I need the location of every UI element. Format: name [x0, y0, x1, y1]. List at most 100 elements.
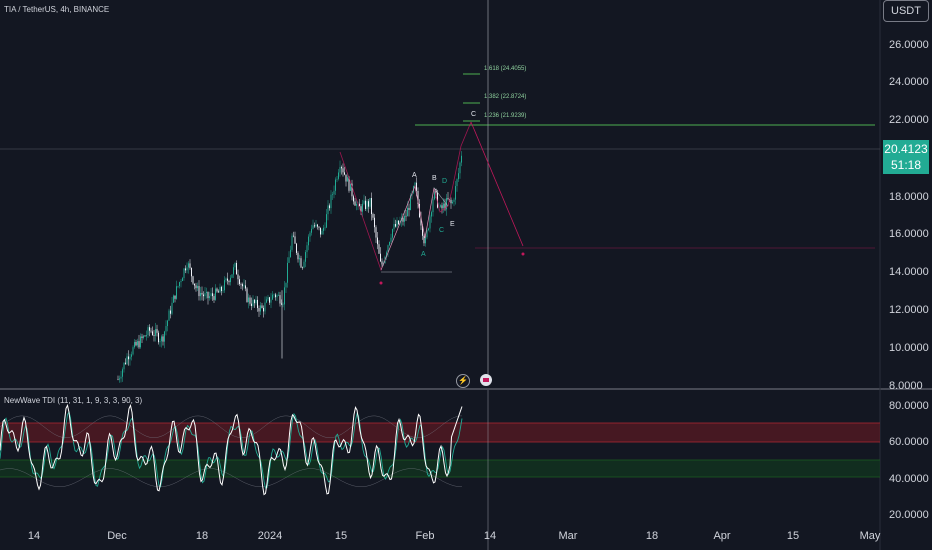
- candle-body: [224, 280, 225, 291]
- candle-body: [324, 227, 326, 229]
- candle-body: [389, 241, 390, 246]
- symbol-title[interactable]: TIA / TetherUS, 4h, BINANCE: [4, 5, 110, 14]
- candle-body: [368, 201, 369, 207]
- candle-body: [294, 236, 296, 244]
- candle-body: [203, 294, 204, 297]
- candle-body: [222, 290, 224, 291]
- candle-body: [321, 230, 323, 235]
- candle-body: [440, 205, 441, 207]
- candle-body: [285, 282, 287, 288]
- candle-body: [408, 207, 410, 211]
- candle-body: [366, 201, 368, 209]
- time-tick: Dec: [107, 530, 127, 542]
- currency-button[interactable]: USDT: [883, 0, 929, 22]
- candle-body: [437, 192, 438, 208]
- candle-body: [242, 284, 243, 287]
- wave-marker: [379, 281, 383, 285]
- indicator-axis[interactable]: 80.0000 60.0000 40.0000 20.0000: [889, 400, 929, 521]
- candle-body: [131, 354, 132, 357]
- candle-body: [329, 205, 330, 209]
- candle-body: [356, 204, 357, 206]
- indicator-tick: 60.0000: [889, 436, 929, 448]
- candle-body: [207, 291, 209, 299]
- candle-body: [347, 177, 348, 182]
- wave-marker: [521, 252, 525, 256]
- candle-body: [221, 286, 222, 291]
- candle-body: [339, 167, 341, 173]
- candle-body: [261, 305, 263, 308]
- indicator-tick: 40.0000: [889, 473, 929, 485]
- candle-body: [234, 262, 236, 268]
- candle-body: [326, 214, 327, 228]
- tdi-series: [0, 403, 463, 496]
- candle-body: [431, 212, 432, 217]
- candle-body: [428, 228, 429, 231]
- price-tick: 26.0000: [889, 39, 929, 51]
- candle-body: [123, 362, 125, 370]
- candle-body: [177, 286, 179, 287]
- candle-body: [371, 198, 372, 215]
- candle-body: [198, 286, 200, 297]
- candle-body: [269, 297, 270, 303]
- candle-body: [359, 203, 360, 207]
- candle-body: [441, 205, 443, 209]
- candle-body: [129, 356, 131, 360]
- candle-body: [414, 182, 416, 187]
- projection-path: [470, 121, 524, 247]
- candle-body: [152, 331, 153, 336]
- time-axis[interactable]: 14 Dec 18 2024 15 Feb 14 Mar 18 Apr 15 May: [28, 530, 881, 542]
- candle-body: [134, 341, 135, 348]
- candle-body: [219, 286, 221, 293]
- price-axis[interactable]: 26.000024.000022.000020.000018.000016.00…: [889, 39, 929, 392]
- sub-wave-line: [380, 184, 449, 271]
- candle-body: [155, 329, 156, 336]
- fib-label-1382: 1.382 (22.8724): [484, 94, 526, 100]
- candle-body: [362, 203, 363, 212]
- wave-label: E: [450, 221, 455, 228]
- bar-countdown: 51:18: [890, 158, 922, 172]
- candle-body: [458, 173, 459, 180]
- candle-body: [311, 228, 312, 233]
- candle-body: [255, 299, 257, 304]
- candle-body: [417, 190, 419, 205]
- tdi-signal-line: [0, 410, 463, 489]
- candle-body: [291, 235, 293, 250]
- candle-body: [216, 288, 218, 292]
- wave-label: A: [412, 172, 417, 179]
- candle-body: [159, 341, 161, 343]
- candle-body: [254, 299, 255, 304]
- candle-body: [392, 229, 393, 238]
- fib-label-1236: 1.236 (21.9239): [484, 113, 526, 119]
- wave-structure-line: [339, 121, 472, 272]
- candle-body: [239, 279, 240, 285]
- candle-body: [270, 299, 272, 303]
- candle-body: [125, 362, 126, 364]
- candle-body: [390, 237, 392, 242]
- candle-body: [455, 186, 456, 200]
- flash-icon[interactable]: ⚡: [456, 374, 470, 388]
- indicator-title[interactable]: NewWave TDI (11, 31, 1, 9, 3, 3, 90, 3): [4, 396, 143, 405]
- event-icon[interactable]: [480, 374, 492, 386]
- candle-body: [387, 245, 389, 253]
- candle-body: [186, 267, 188, 271]
- price-tick: 16.0000: [889, 228, 929, 240]
- time-tick: 15: [335, 530, 347, 542]
- candle-body: [342, 168, 344, 173]
- candle-body: [335, 179, 336, 191]
- candle-body: [422, 225, 423, 236]
- time-tick: 15: [787, 530, 799, 542]
- candle-body: [456, 179, 458, 187]
- indicator-tick: 20.0000: [889, 509, 929, 521]
- candle-body: [360, 206, 362, 212]
- wave-label: A: [421, 251, 426, 258]
- candle-body: [341, 167, 342, 169]
- candle-body: [315, 224, 317, 227]
- candle-body: [189, 263, 191, 268]
- candle-body: [308, 236, 309, 246]
- candle-body: [396, 220, 398, 227]
- candle-body: [350, 183, 351, 191]
- candle-body: [201, 292, 203, 295]
- candle-body: [230, 277, 231, 283]
- candle-body: [149, 327, 150, 331]
